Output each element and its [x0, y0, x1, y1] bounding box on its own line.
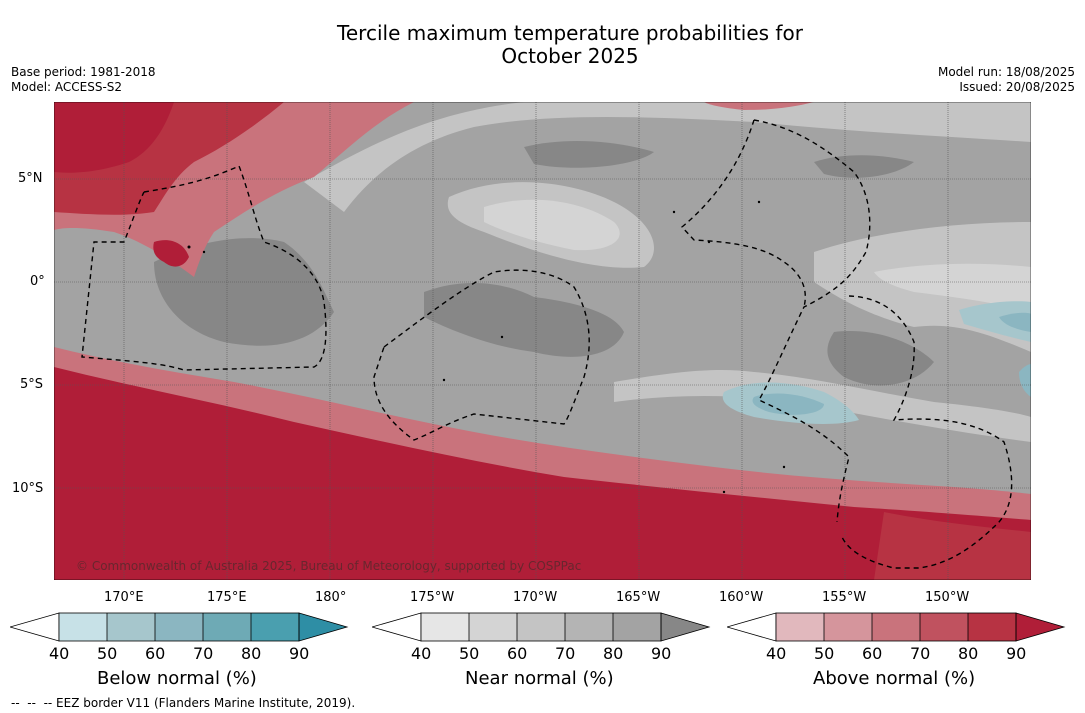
above-normal-south-east-edge	[874, 512, 1031, 580]
near-normal-dark-patch-2	[424, 282, 624, 357]
island-marker	[500, 335, 504, 339]
colorbar-below-normal	[10, 612, 349, 642]
above-normal-core-south	[54, 367, 1031, 580]
colorbar-below-tick-70: 70	[193, 644, 214, 663]
base-period: Base period: 1981-2018	[11, 65, 156, 79]
map-title-line-1: Tercile maximum temperature probabilitie…	[337, 21, 803, 45]
lon-label-155w: 155°W	[822, 590, 867, 605]
lon-label-180: 180°	[315, 590, 347, 605]
below-normal-patch-east-lower	[1019, 364, 1031, 397]
island-marker	[707, 240, 711, 244]
lon-label-175w: 175°W	[410, 590, 455, 605]
lat-label-0: 0°	[30, 274, 45, 289]
island-marker	[672, 210, 676, 214]
lon-label-165w: 165°W	[616, 590, 661, 605]
lon-label-160w: 160°W	[719, 590, 764, 605]
model-name: Model: ACCESS-S2	[11, 80, 123, 94]
colorbar-near-tick-70: 70	[555, 644, 576, 663]
colorbar-below-tick-80: 80	[241, 644, 262, 663]
colorbar-near-tick-50: 50	[459, 644, 480, 663]
below-normal-core-east	[999, 312, 1031, 332]
eez-borders	[81, 119, 1013, 569]
colorbar-near-tick-60: 60	[507, 644, 528, 663]
near-normal-dark-patch-5	[814, 155, 914, 178]
eez-border-note: -- -- -- EEZ border V11 (Flanders Marine…	[11, 696, 356, 710]
colorbar-near-tick-90: 90	[651, 644, 672, 663]
model-run-date: Model run: 18/08/2025	[937, 65, 1075, 79]
above-normal-inner-northwest	[54, 102, 174, 173]
tercile-probability-map: © Commonwealth of Australia 2025, Bureau…	[54, 102, 1031, 580]
island-marker	[202, 250, 206, 254]
eez-border-cook-south	[841, 295, 1013, 569]
colorbar-below-tick-60: 60	[145, 644, 166, 663]
near-normal-lightest-east	[874, 263, 1031, 312]
near-normal-dark-patch-4	[827, 331, 934, 386]
eez-border-tuvalu	[373, 269, 590, 441]
colorbar-above-tick-80: 80	[958, 644, 979, 663]
eez-border-kiribati-west	[81, 165, 327, 371]
colorbar-near-title: Near normal (%)	[465, 668, 614, 689]
lon-label-175e: 175°E	[207, 590, 247, 605]
below-normal-core-center	[752, 393, 824, 415]
near-normal-dark-patch-3	[524, 140, 654, 168]
island-marker	[187, 245, 191, 249]
lon-label-170e: 170°E	[104, 590, 144, 605]
lon-label-170w: 170°W	[513, 590, 558, 605]
colorbar-above-title: Above normal (%)	[813, 668, 976, 689]
colorbar-near-tick-80: 80	[603, 644, 624, 663]
near-normal-dark-patch-1	[154, 238, 334, 346]
copyright-text: © Commonwealth of Australia 2025, Bureau…	[76, 559, 581, 573]
colorbar-above-tick-60: 60	[862, 644, 883, 663]
lat-label-10s: 10°S	[12, 481, 44, 496]
issued-date: Issued: 20/08/2025	[959, 80, 1075, 94]
island-marker	[722, 490, 726, 494]
near-normal-light-band-north	[304, 102, 1031, 212]
lon-label-150w: 150°W	[925, 590, 970, 605]
above-normal-band-north-edge	[704, 102, 814, 110]
colorbar-near-tick-40: 40	[411, 644, 432, 663]
map-title-line-2: October 2025	[501, 44, 639, 68]
colorbar-above-tick-90: 90	[1006, 644, 1027, 663]
above-normal-spot-northwest	[153, 240, 189, 267]
lat-label-5n: 5°N	[18, 171, 43, 186]
colorbar-below-tick-40: 40	[49, 644, 70, 663]
colorbar-below-title: Below normal (%)	[97, 668, 257, 689]
island-markers	[187, 200, 786, 494]
eez-border-kiribati-east	[753, 119, 871, 523]
near-normal-lightest-center	[484, 199, 620, 251]
colorbar-above-tick-40: 40	[766, 644, 787, 663]
eez-border-cook-north	[680, 119, 806, 308]
colorbar-near-normal	[372, 612, 711, 642]
lat-label-5s: 5°S	[20, 377, 44, 392]
island-marker	[782, 465, 786, 469]
colorbar-above-normal	[727, 612, 1066, 642]
colorbar-below-tick-90: 90	[289, 644, 310, 663]
map-gridlines	[54, 102, 1031, 580]
island-marker	[442, 378, 446, 382]
colorbar-above-tick-50: 50	[814, 644, 835, 663]
colorbar-above-tick-70: 70	[910, 644, 931, 663]
colorbar-below-tick-50: 50	[97, 644, 118, 663]
island-marker	[757, 200, 761, 204]
below-normal-patch-east	[959, 301, 1031, 342]
